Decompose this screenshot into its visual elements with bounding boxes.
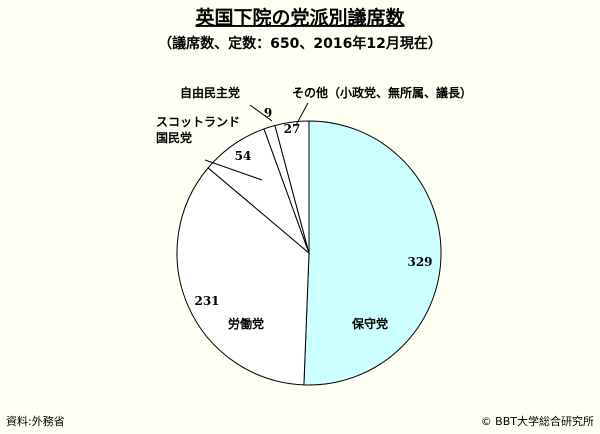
slice-label-5: その他（小政党、無所属、議長） bbox=[292, 85, 472, 100]
leader-line-3 bbox=[204, 159, 263, 181]
pie-slice-5 bbox=[274, 120, 310, 254]
copyright: © BBT大学総合研究所 bbox=[481, 414, 594, 428]
pie-slice-1 bbox=[303, 120, 442, 386]
slice-label-4: 自由民主党 bbox=[180, 85, 240, 100]
slice-labels: 保守党 329 労働党 231 スコットランド国民党 54 自由民主党 9 その他（小政党、無所… bbox=[156, 85, 472, 331]
source-note: 資料:外務省 bbox=[6, 414, 65, 428]
pie-slice-2 bbox=[176, 167, 310, 386]
slice-label-3: スコットランド国民党 bbox=[156, 115, 240, 145]
slice-value-2: 231 bbox=[194, 294, 219, 308]
slice-value-1: 329 bbox=[407, 255, 432, 269]
slice-value-3: 54 bbox=[235, 149, 252, 163]
slice-value-5: 27 bbox=[284, 122, 301, 136]
slice-label-1: 保守党 bbox=[351, 316, 388, 331]
slice-value-4: 9 bbox=[264, 106, 272, 120]
slice-label-2: 労働党 bbox=[228, 316, 264, 331]
chart-title: 英国下院の党派別議席数 bbox=[195, 6, 405, 29]
pie-slices bbox=[176, 120, 442, 386]
chart-subtitle: （議席数、定数：650、2016年12月現在） bbox=[158, 35, 442, 52]
leader-lines bbox=[204, 102, 309, 181]
leader-line-5 bbox=[295, 102, 309, 126]
leader-line-4 bbox=[249, 104, 273, 122]
